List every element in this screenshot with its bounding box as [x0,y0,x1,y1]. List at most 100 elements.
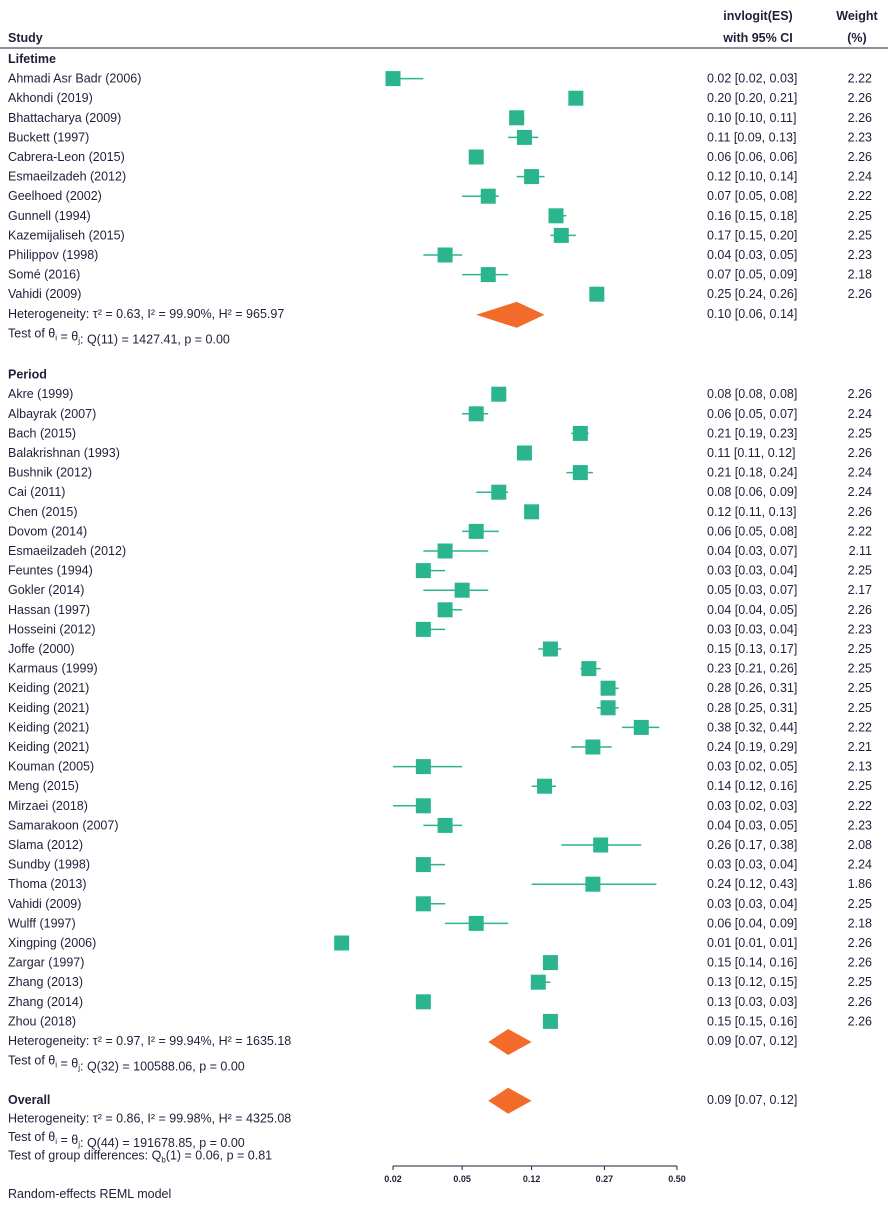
study-es-ci: 0.11 [0.11, 0.12] [707,446,796,460]
overall-test: Test of θi = θj: Q(44) = 191678.85, p = … [8,1130,245,1150]
study-marker [581,661,597,677]
study-label: Wulff (1997) [8,916,76,930]
study-es-ci: 0.12 [0.11, 0.13] [707,505,796,519]
study-marker [480,188,496,204]
study-weight: 2.24 [848,170,872,184]
study-weight: 2.26 [848,111,872,125]
study-marker [600,680,616,696]
study-label: Gunnell (1994) [8,209,91,223]
study-marker [568,90,584,106]
study-weight: 2.23 [848,818,872,832]
study-marker [537,778,553,794]
study-label: Cabrera-Leon (2015) [8,150,125,164]
study-label: Gokler (2014) [8,583,84,597]
overall-es-ci: 0.09 [0.07, 0.12] [707,1093,797,1107]
study-marker [516,445,532,461]
x-tick-label: 0.12 [523,1174,541,1184]
study-marker [415,759,431,775]
study-weight: 2.26 [848,505,872,519]
study-es-ci: 0.13 [0.03, 0.03] [707,995,797,1009]
study-label: Albayrak (2007) [8,407,96,421]
study-weight: 2.25 [848,897,872,911]
study-label: Zargar (1997) [8,956,84,970]
study-label: Kouman (2005) [8,760,94,774]
study-marker [491,386,507,402]
overall-title: Overall [8,1093,50,1107]
study-es-ci: 0.14 [0.12, 0.16] [707,779,797,793]
study-marker [600,700,616,716]
study-label: Meng (2015) [8,779,79,793]
study-marker [415,857,431,873]
study-weight: 2.23 [848,248,872,262]
study-es-ci: 0.03 [0.02, 0.03] [707,799,797,813]
study-marker [415,563,431,579]
study-marker [454,582,470,598]
study-weight: 2.25 [848,642,872,656]
study-label: Zhang (2014) [8,995,83,1009]
study-weight: 2.22 [848,799,872,813]
group-heterogeneity: Heterogeneity: τ² = 0.97, I² = 99.94%, H… [8,1034,291,1048]
study-marker [585,876,601,892]
study-es-ci: 0.28 [0.25, 0.31] [707,701,797,715]
study-es-ci: 0.28 [0.26, 0.31] [707,681,797,695]
study-es-ci: 0.17 [0.15, 0.20] [707,228,797,242]
pooled-es-ci: 0.10 [0.06, 0.14] [707,307,797,321]
study-es-ci: 0.08 [0.08, 0.08] [707,387,797,401]
study-weight: 2.24 [848,485,872,499]
study-label: Joffe (2000) [8,642,74,656]
study-es-ci: 0.03 [0.03, 0.04] [707,897,797,911]
study-label: Xingping (2006) [8,936,96,950]
study-label: Slama (2012) [8,838,83,852]
study-es-ci: 0.04 [0.03, 0.07] [707,544,797,558]
study-label: Cai (2011) [8,485,65,499]
study-marker [334,935,350,951]
study-es-ci: 0.15 [0.14, 0.16] [707,956,797,970]
study-weight: 2.25 [848,662,872,676]
study-es-ci: 0.05 [0.03, 0.07] [707,583,797,597]
study-es-ci: 0.03 [0.03, 0.04] [707,858,797,872]
x-tick-label: 0.27 [596,1174,614,1184]
study-marker [542,641,558,657]
study-marker [572,465,588,481]
study-es-ci: 0.26 [0.17, 0.38] [707,838,797,852]
study-marker [585,739,601,755]
study-label: Akhondi (2019) [8,91,93,105]
study-marker [553,227,569,243]
header-es-line2: with 95% CI [722,31,792,45]
study-marker [468,915,484,931]
study-label: Keiding (2021) [8,740,89,754]
study-es-ci: 0.06 [0.05, 0.07] [707,407,797,421]
study-weight: 2.25 [848,209,872,223]
model-footer: Random-effects REML model [8,1187,171,1201]
x-tick-label: 0.05 [453,1174,471,1184]
study-es-ci: 0.03 [0.03, 0.04] [707,564,797,578]
study-weight: 2.22 [848,189,872,203]
study-es-ci: 0.06 [0.05, 0.08] [707,524,797,538]
study-es-ci: 0.07 [0.05, 0.08] [707,189,797,203]
study-weight: 2.08 [848,838,872,852]
study-marker [589,286,605,302]
study-marker [415,994,431,1010]
study-weight: 2.25 [848,701,872,715]
study-es-ci: 0.08 [0.06, 0.09] [707,485,797,499]
overall-heterogeneity: Heterogeneity: τ² = 0.86, I² = 99.98%, H… [8,1111,291,1125]
study-label: Mirzaei (2018) [8,799,88,813]
study-es-ci: 0.03 [0.03, 0.04] [707,622,797,636]
study-label: Vahidi (2009) [8,287,81,301]
study-weight: 2.24 [848,407,872,421]
study-label: Zhang (2013) [8,975,83,989]
study-marker [593,837,609,853]
study-es-ci: 0.04 [0.04, 0.05] [707,603,797,617]
study-label: Esmaeilzadeh (2012) [8,170,126,184]
study-weight: 2.18 [848,916,872,930]
study-label: Vahidi (2009) [8,897,81,911]
study-label: Somé (2016) [8,268,80,282]
study-label: Karmaus (1999) [8,662,98,676]
study-weight: 2.25 [848,564,872,578]
x-tick-label: 0.02 [384,1174,402,1184]
study-label: Chen (2015) [8,505,78,519]
study-marker [415,896,431,912]
study-label: Dovom (2014) [8,524,87,538]
study-weight: 2.25 [848,975,872,989]
study-label: Balakrishnan (1993) [8,446,120,460]
